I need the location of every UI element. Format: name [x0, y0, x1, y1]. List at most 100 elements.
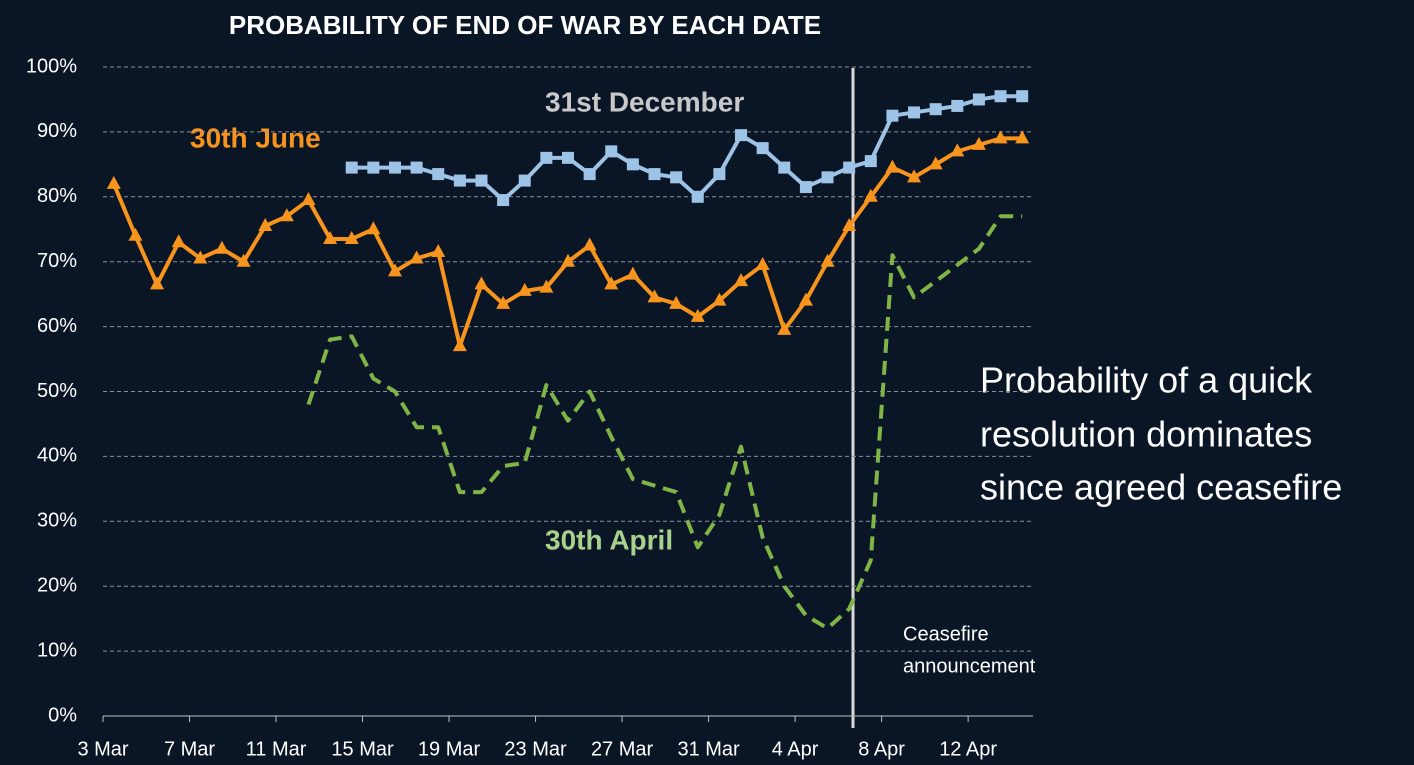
marker	[648, 168, 661, 181]
marker	[1015, 130, 1030, 144]
x-tick-label: 27 Mar	[591, 738, 654, 760]
marker	[452, 338, 467, 352]
series-label: 30th June	[190, 122, 321, 153]
y-tick-label: 60%	[37, 315, 77, 337]
marker	[647, 289, 662, 303]
x-tick-label: 4 Apr	[772, 738, 819, 760]
marker	[562, 151, 574, 164]
y-tick-label: 30%	[37, 510, 77, 532]
marker	[994, 90, 1007, 103]
marker	[388, 161, 401, 174]
marker	[171, 234, 186, 248]
marker	[993, 130, 1008, 144]
marker	[928, 156, 943, 170]
marker	[951, 99, 964, 112]
marker	[950, 143, 965, 157]
x-tick-label: 15 Mar	[331, 738, 394, 760]
y-tick-label: 50%	[37, 380, 77, 402]
y-tick-label: 40%	[37, 445, 77, 467]
marker	[561, 253, 575, 267]
marker	[540, 151, 553, 164]
marker	[907, 169, 922, 183]
marker	[279, 208, 294, 222]
marker	[670, 171, 683, 184]
marker	[971, 136, 986, 150]
marker	[798, 292, 813, 306]
marker	[150, 276, 165, 290]
marker	[756, 142, 769, 155]
annotation: Ceasefire	[903, 623, 989, 645]
marker	[496, 295, 511, 309]
marker	[431, 243, 446, 257]
y-tick-label: 0%	[48, 704, 77, 726]
chart-title: PROBABILITY OF END OF WAR BY EACH DATE	[229, 10, 821, 40]
marker	[799, 181, 812, 194]
marker	[864, 155, 877, 168]
marker	[690, 308, 705, 322]
annotation: since agreed ceasefire	[980, 467, 1342, 508]
marker	[777, 321, 792, 335]
y-tick-label: 10%	[37, 639, 77, 661]
marker	[863, 188, 878, 202]
marker	[712, 292, 727, 306]
marker	[474, 276, 489, 290]
series-line	[306, 214, 1023, 631]
x-tick-label: 19 Mar	[418, 738, 481, 760]
marker	[301, 192, 316, 206]
marker	[821, 171, 834, 184]
marker	[345, 161, 358, 174]
x-tick-label: 7 Mar	[164, 738, 215, 760]
y-tick-label: 80%	[37, 185, 77, 207]
annotation: resolution dominates	[980, 414, 1312, 455]
marker	[843, 161, 856, 174]
marker	[669, 295, 684, 309]
x-tick-label: 12 Apr	[939, 738, 997, 760]
marker	[387, 263, 402, 277]
marker	[497, 194, 510, 207]
marker	[713, 168, 726, 181]
marker	[193, 250, 208, 264]
marker	[626, 158, 639, 171]
marker	[1016, 90, 1029, 103]
marker	[344, 230, 359, 244]
marker	[605, 145, 618, 158]
marker	[453, 174, 466, 187]
marker	[432, 168, 445, 181]
marker	[778, 161, 791, 174]
marker	[517, 282, 532, 296]
annotation: announcement	[903, 655, 1036, 677]
x-tick-label: 3 Mar	[77, 738, 128, 760]
marker	[258, 218, 273, 232]
marker	[755, 256, 770, 270]
marker	[409, 250, 424, 264]
marker	[929, 103, 942, 116]
marker	[691, 190, 704, 203]
marker	[539, 279, 554, 293]
marker	[236, 253, 251, 267]
marker	[604, 276, 619, 290]
marker	[908, 106, 921, 119]
marker	[475, 174, 488, 187]
x-tick-label: 23 Mar	[504, 738, 567, 760]
series-label: 31st December	[545, 86, 744, 117]
annotation: Probability of a quick	[980, 360, 1313, 401]
y-tick-label: 20%	[37, 574, 77, 596]
series-label: 30th April	[545, 524, 673, 555]
marker	[583, 168, 596, 181]
marker	[128, 227, 143, 241]
marker	[886, 109, 899, 122]
marker	[214, 240, 229, 254]
x-tick-label: 31 Mar	[677, 738, 740, 760]
y-tick-label: 70%	[37, 250, 77, 272]
marker	[106, 175, 121, 189]
marker	[885, 159, 900, 173]
marker	[972, 93, 985, 106]
marker	[582, 237, 597, 251]
marker	[366, 221, 381, 235]
marker	[518, 174, 531, 187]
y-tick-label: 100%	[26, 55, 77, 77]
marker	[625, 266, 640, 280]
x-tick-label: 11 Mar	[246, 738, 307, 760]
